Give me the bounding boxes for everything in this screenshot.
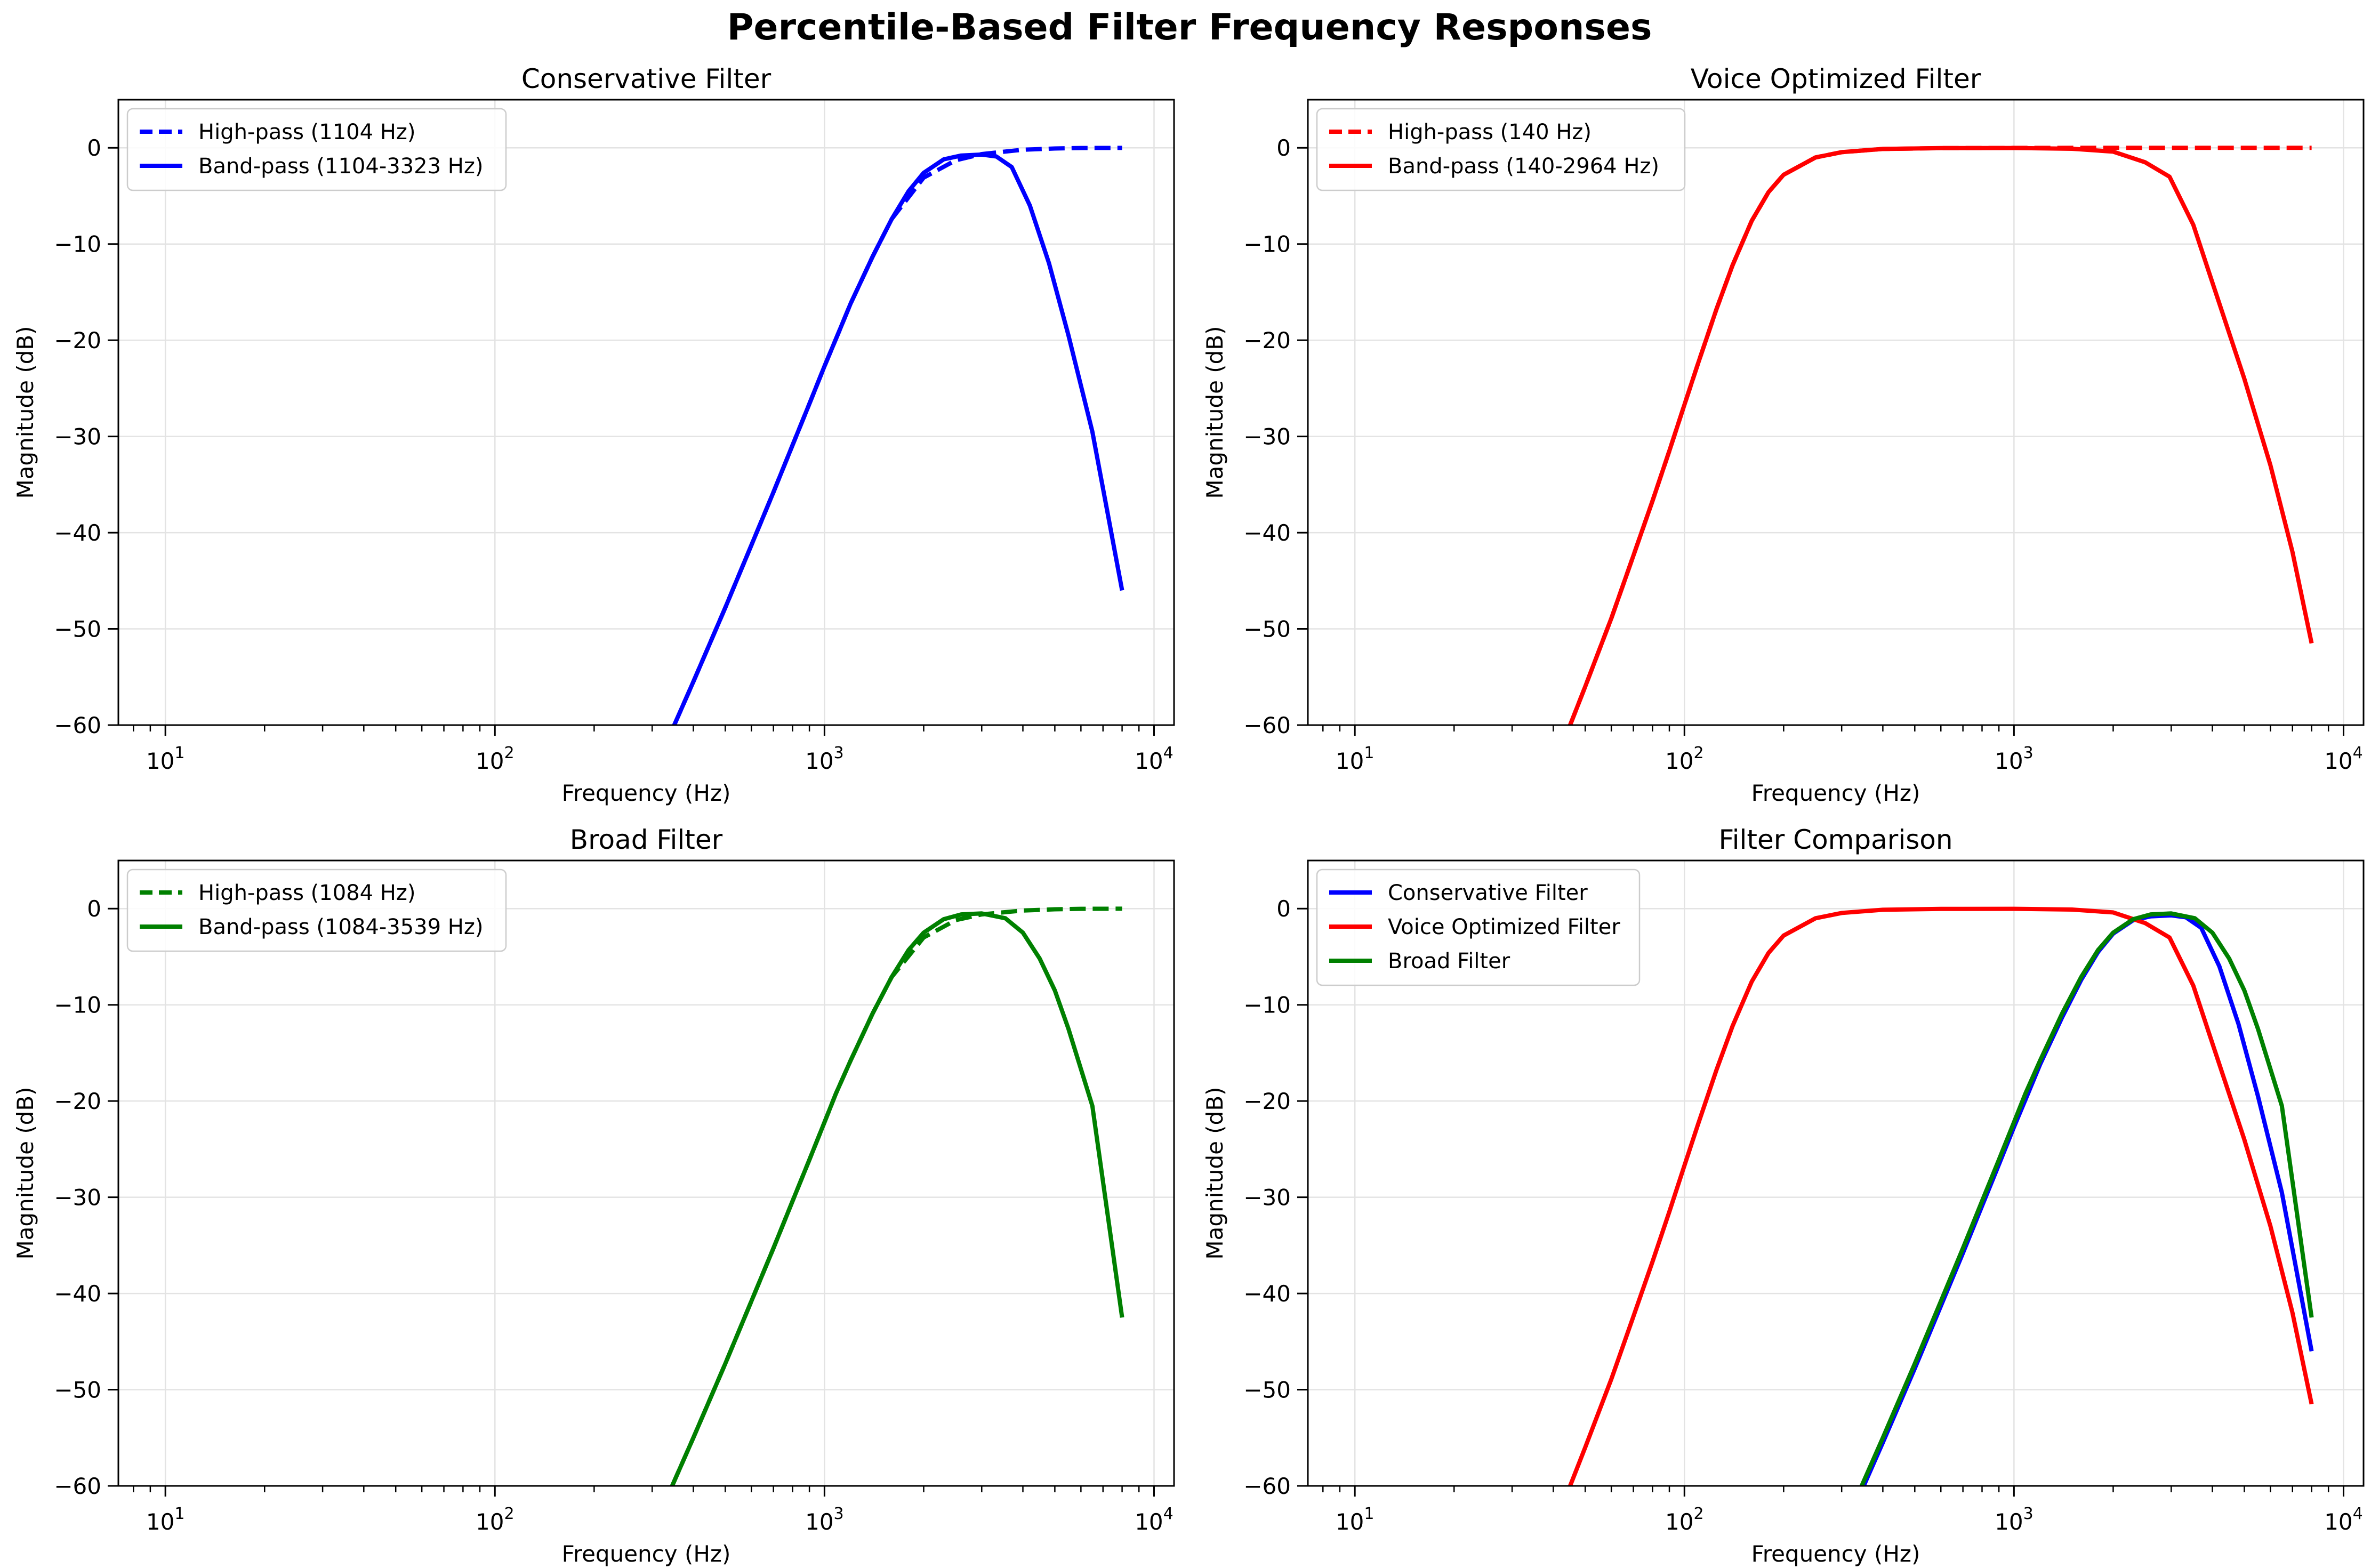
x-axis-label: Frequency (Hz) [1751,780,1920,806]
x-tick-label: 102 [1665,744,1704,774]
legend-box [1316,869,1641,986]
y-tick-label: −50 [54,1377,101,1403]
legend: Conservative Filter Voice Optimized Filte… [1316,869,1641,986]
x-axis-label: Frequency (Hz) [562,780,731,806]
legend-label: High-pass (1084 Hz) [198,881,415,905]
y-tick-label: −40 [54,1281,101,1307]
subplot-title: Broad Filter [570,824,723,855]
y-axis-label: Magnitude (dB) [1202,1087,1228,1259]
x-tick-label: 104 [1135,1505,1174,1535]
legend-label: Broad Filter [1388,949,1510,974]
legend-label: High-pass (1104 Hz) [198,120,415,144]
x-tick-label: 101 [1336,1505,1375,1535]
subplot-1: 101 102 103 104 0 −10 −20 −30 −40 −50 −60 Conservat… [12,63,1175,806]
y-tick-label: −40 [54,520,101,546]
x-tick-label: 102 [476,744,515,774]
subplot-4: 101 102 103 104 0 −10 −20 −30 −40 −50 −60 Filter Co… [1202,824,2365,1567]
legend-box [126,108,507,191]
y-tick-label: −20 [1243,1088,1291,1114]
axes-frame [117,99,1175,726]
series-line-3 [1860,911,2314,1486]
y-tick-label: −50 [1243,1377,1291,1403]
y-tick-label: −20 [54,327,101,353]
subplot-title: Conservative Filter [521,63,771,94]
subplot-title: Voice Optimized Filter [1691,63,1981,94]
y-tick-label: −10 [1243,992,1291,1018]
y-axis-label: Magnitude (dB) [12,326,38,498]
x-tick-label: 104 [1135,744,1174,774]
y-tick-label: −40 [1243,1281,1291,1307]
subplot-2: 101 102 103 104 0 −10 −20 −30 −40 −50 −60 Voice Opt… [1202,63,2365,806]
x-tick-label: 104 [2324,744,2363,774]
x-tick-label: 101 [146,1505,185,1535]
legend: High-pass (140 Hz) Band-pass (140-2964 Hz… [1316,108,1686,191]
y-tick-label: 0 [1276,896,1291,922]
legend-label: High-pass (140 Hz) [1388,120,1592,144]
y-tick-label: −50 [1243,616,1291,642]
x-axis-label: Frequency (Hz) [562,1541,731,1567]
y-tick-label: −30 [1243,424,1291,450]
y-axis-label: Magnitude (dB) [12,1087,38,1259]
legend-label: Voice Optimized Filter [1388,915,1620,939]
y-tick-label: −30 [54,1185,101,1211]
subplot-3: 101 102 103 104 0 −10 −20 −30 −40 −50 −60 Broad Fil… [12,824,1175,1567]
legend-box [1316,108,1686,191]
x-tick-label: 103 [805,744,844,774]
legend-box [126,869,507,952]
y-tick-label: 0 [87,135,101,161]
y-tick-label: −60 [1243,1473,1291,1499]
x-tick-label: 101 [1336,744,1375,774]
axes-frame [1307,99,2365,726]
series-line-2 [670,911,1124,1486]
x-tick-label: 102 [1665,1505,1704,1535]
legend: High-pass (1104 Hz) Band-pass (1104-3323 … [126,108,507,191]
y-tick-label: −20 [1243,327,1291,353]
axes-frame [1307,859,2365,1487]
y-tick-label: −30 [1243,1185,1291,1211]
legend-label: Band-pass (1084-3539 Hz) [198,915,483,939]
y-tick-label: −60 [54,1473,101,1499]
series-line-2 [1568,146,2314,725]
legend: High-pass (1084 Hz) Band-pass (1084-3539 … [126,869,507,952]
x-tick-label: 103 [1995,744,2034,774]
series-line-2 [1568,906,2314,1486]
x-tick-label: 102 [476,1505,515,1535]
y-tick-label: −10 [54,231,101,258]
y-tick-label: −60 [1243,712,1291,738]
y-tick-label: −20 [54,1088,101,1114]
legend-label: Band-pass (140-2964 Hz) [1388,154,1659,179]
y-tick-label: −40 [1243,520,1291,546]
y-axis-label: Magnitude (dB) [1202,326,1228,498]
subplot-title: Filter Comparison [1718,824,1952,855]
series-line-2 [672,152,1124,725]
y-tick-label: −10 [54,992,101,1018]
x-tick-label: 103 [1995,1505,2034,1535]
y-tick-label: −30 [54,424,101,450]
x-tick-label: 103 [805,1505,844,1535]
y-tick-label: −60 [54,712,101,738]
y-tick-label: 0 [87,896,101,922]
y-tick-label: −50 [54,616,101,642]
figure-title: Percentile-Based Filter Frequency Respon… [727,6,1652,49]
legend-label: Band-pass (1104-3323 Hz) [198,154,483,179]
x-tick-label: 104 [2324,1505,2363,1535]
series-line-1 [1861,913,2314,1486]
axes-frame [117,859,1175,1487]
y-tick-label: −10 [1243,231,1291,258]
x-axis-label: Frequency (Hz) [1751,1541,1920,1567]
legend-label: Conservative Filter [1388,881,1588,905]
y-tick-label: 0 [1276,135,1291,161]
x-tick-label: 101 [146,744,185,774]
